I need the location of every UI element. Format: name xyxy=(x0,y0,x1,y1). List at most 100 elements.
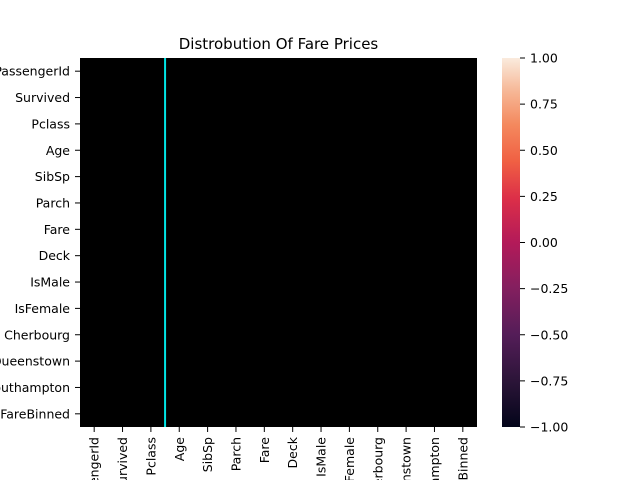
heatmap-cell xyxy=(136,295,166,323)
heatmap-cell xyxy=(108,163,138,191)
heatmap-cell xyxy=(448,400,477,427)
heatmap-cell xyxy=(278,84,308,112)
heatmap-cell xyxy=(250,321,279,349)
heatmap-cell xyxy=(221,295,251,323)
heatmap-cell xyxy=(306,137,336,164)
heatmap-cell xyxy=(278,321,308,349)
heatmap-cell xyxy=(221,321,251,349)
heatmap-cell xyxy=(278,189,308,217)
heatmap-cell xyxy=(335,268,365,296)
heatmap-cell xyxy=(306,295,336,323)
heatmap-cell xyxy=(250,400,279,427)
heatmap-cell xyxy=(278,347,308,375)
heatmap-cell xyxy=(420,163,450,191)
y-tick-label: Survived xyxy=(15,90,70,105)
y-tick-label: IsMale xyxy=(30,275,70,290)
heatmap-cell xyxy=(165,58,194,85)
y-tick-label: Pclass xyxy=(31,116,70,131)
x-tick-label: Parch xyxy=(228,437,243,471)
heatmap-cell xyxy=(193,84,223,112)
colorbar-tick-label: −0.25 xyxy=(530,281,568,296)
heatmap-cell xyxy=(108,295,138,323)
heatmap-cell xyxy=(165,110,194,138)
x-tick-label: IsFemale xyxy=(342,437,357,480)
heatmap-cell xyxy=(335,321,365,349)
colorbar-ticks: 1.00 0.75 0.50 0.25 0.00 −0.25 −0.50 −0.75 −1.00 xyxy=(520,51,568,435)
heatmap-cell xyxy=(448,321,477,349)
heatmap-cell xyxy=(420,58,450,85)
colorbar-tick-label: −0.75 xyxy=(530,373,568,388)
heatmap-cell xyxy=(420,268,450,296)
heatmap-cell xyxy=(108,110,138,138)
heatmap-cell xyxy=(108,137,138,164)
heatmap-cell xyxy=(80,189,109,217)
heatmap-cell xyxy=(165,347,194,375)
heatmap-cell xyxy=(193,400,223,427)
x-axis-tick-labels: PassengerId Survived Pclass Age SibSp Parch Fa… xyxy=(87,427,470,480)
heatmap-cell xyxy=(193,137,223,164)
x-tick-label: Fare xyxy=(257,437,272,464)
heatmap-cell xyxy=(221,268,251,296)
heatmap-cell xyxy=(391,216,421,243)
heatmap-cell xyxy=(391,110,421,138)
heatmap-cell xyxy=(165,268,194,296)
heatmap-cell xyxy=(448,163,477,191)
heatmap-cell xyxy=(448,347,477,375)
heatmap-cell xyxy=(391,163,421,191)
heatmap-cell xyxy=(221,163,251,191)
heatmap-cell xyxy=(165,374,194,402)
heatmap-cell xyxy=(363,347,393,375)
heatmap-cell xyxy=(250,163,279,191)
heatmap-cell xyxy=(391,242,421,270)
y-tick-label: IsFemale xyxy=(15,301,71,316)
heatmap-cell xyxy=(80,163,109,191)
heatmap-cell xyxy=(391,58,421,85)
heatmap-cell xyxy=(448,58,477,85)
heatmap-cell xyxy=(420,321,450,349)
y-tick-label: Southampton xyxy=(0,380,70,395)
heatmap-cell xyxy=(448,110,477,138)
heatmap-cell xyxy=(250,295,279,323)
heatmap-cell xyxy=(221,242,251,270)
heatmap-cell xyxy=(306,189,336,217)
heatmap-cell xyxy=(165,321,194,349)
colorbar xyxy=(502,58,520,427)
y-tick-label: SibSp xyxy=(35,169,70,184)
colorbar-tick-label: 0.00 xyxy=(530,235,558,250)
heatmap-cell xyxy=(391,374,421,402)
heatmap-cell xyxy=(221,216,251,243)
heatmap-cell xyxy=(278,242,308,270)
heatmap-cell xyxy=(80,84,109,112)
heatmap-cell xyxy=(250,189,279,217)
heatmap-cell xyxy=(136,216,166,243)
heatmap-cell xyxy=(136,400,166,427)
heatmap-cell xyxy=(420,137,450,164)
heatmap-cell xyxy=(250,84,279,112)
heatmap-cell xyxy=(448,268,477,296)
heatmap-cell xyxy=(278,400,308,427)
heatmap-cell xyxy=(221,400,251,427)
heatmap-cell xyxy=(278,295,308,323)
heatmap-cell xyxy=(108,189,138,217)
x-tick-label: Deck xyxy=(285,436,300,468)
heatmap-cell xyxy=(165,216,194,243)
heatmap-cell xyxy=(420,216,450,243)
heatmap-cell xyxy=(420,400,450,427)
heatmap-cell xyxy=(448,295,477,323)
heatmap-cell xyxy=(306,321,336,349)
y-tick-label: Fare xyxy=(44,222,71,237)
heatmap-cell xyxy=(193,189,223,217)
heatmap-cell xyxy=(136,268,166,296)
heatmap-cell xyxy=(80,295,109,323)
heatmap-cell xyxy=(335,110,365,138)
heatmap-cell xyxy=(80,242,109,270)
heatmap-cell xyxy=(363,189,393,217)
heatmap-cell xyxy=(221,347,251,375)
heatmap-cell xyxy=(221,374,251,402)
heatmap-cell xyxy=(391,295,421,323)
heatmap-cell xyxy=(391,84,421,112)
heatmap-cell xyxy=(420,189,450,217)
heatmap-cell xyxy=(363,84,393,112)
heatmap-cell xyxy=(306,58,336,85)
heatmap-cell xyxy=(306,242,336,270)
